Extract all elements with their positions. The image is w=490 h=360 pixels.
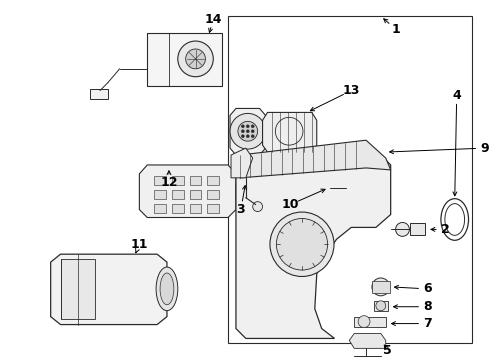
Ellipse shape: [156, 267, 178, 311]
Text: 3: 3: [237, 203, 245, 216]
Circle shape: [314, 180, 330, 196]
Text: 14: 14: [204, 13, 222, 26]
Polygon shape: [190, 176, 201, 185]
Ellipse shape: [250, 182, 266, 202]
Polygon shape: [139, 165, 236, 217]
Polygon shape: [147, 33, 222, 86]
Ellipse shape: [270, 212, 334, 276]
Circle shape: [242, 135, 245, 138]
Circle shape: [318, 184, 326, 192]
Circle shape: [242, 125, 245, 128]
Polygon shape: [190, 190, 201, 199]
Circle shape: [251, 130, 254, 133]
Polygon shape: [154, 176, 166, 185]
Text: 11: 11: [131, 238, 148, 251]
Polygon shape: [207, 204, 219, 212]
Circle shape: [230, 113, 266, 149]
Polygon shape: [349, 333, 386, 348]
Text: 6: 6: [423, 282, 432, 295]
Polygon shape: [354, 317, 386, 327]
Circle shape: [395, 222, 410, 236]
Polygon shape: [263, 112, 317, 152]
Polygon shape: [346, 183, 358, 193]
Polygon shape: [230, 108, 266, 155]
Text: 9: 9: [480, 141, 489, 154]
Polygon shape: [172, 190, 184, 199]
Polygon shape: [172, 204, 184, 212]
Polygon shape: [372, 281, 390, 293]
Text: 8: 8: [423, 300, 432, 313]
Polygon shape: [411, 224, 425, 235]
Text: 5: 5: [383, 344, 392, 357]
Ellipse shape: [160, 273, 174, 305]
Polygon shape: [190, 204, 201, 212]
Text: 10: 10: [281, 198, 299, 211]
Circle shape: [246, 125, 249, 128]
Circle shape: [178, 41, 213, 77]
Polygon shape: [231, 148, 253, 178]
Polygon shape: [374, 301, 388, 311]
Polygon shape: [154, 190, 166, 199]
Circle shape: [251, 125, 254, 128]
Text: 1: 1: [391, 23, 400, 36]
Polygon shape: [240, 140, 391, 178]
Ellipse shape: [276, 219, 328, 270]
Text: 4: 4: [452, 89, 461, 102]
Polygon shape: [90, 89, 108, 99]
Polygon shape: [228, 16, 472, 343]
Polygon shape: [154, 204, 166, 212]
Circle shape: [186, 49, 205, 69]
Circle shape: [372, 278, 390, 296]
Circle shape: [238, 121, 258, 141]
Circle shape: [251, 135, 254, 138]
Polygon shape: [50, 254, 167, 325]
Polygon shape: [61, 259, 95, 319]
Text: 13: 13: [343, 84, 360, 97]
Circle shape: [376, 301, 386, 311]
Circle shape: [253, 202, 263, 212]
Circle shape: [358, 316, 370, 328]
Text: 12: 12: [160, 176, 178, 189]
Circle shape: [246, 135, 249, 138]
Text: 2: 2: [441, 223, 449, 236]
Polygon shape: [207, 190, 219, 199]
Polygon shape: [236, 155, 391, 338]
Polygon shape: [236, 184, 258, 200]
Circle shape: [242, 130, 245, 133]
Text: 7: 7: [423, 317, 432, 330]
Polygon shape: [172, 176, 184, 185]
Polygon shape: [207, 176, 219, 185]
Circle shape: [246, 130, 249, 133]
